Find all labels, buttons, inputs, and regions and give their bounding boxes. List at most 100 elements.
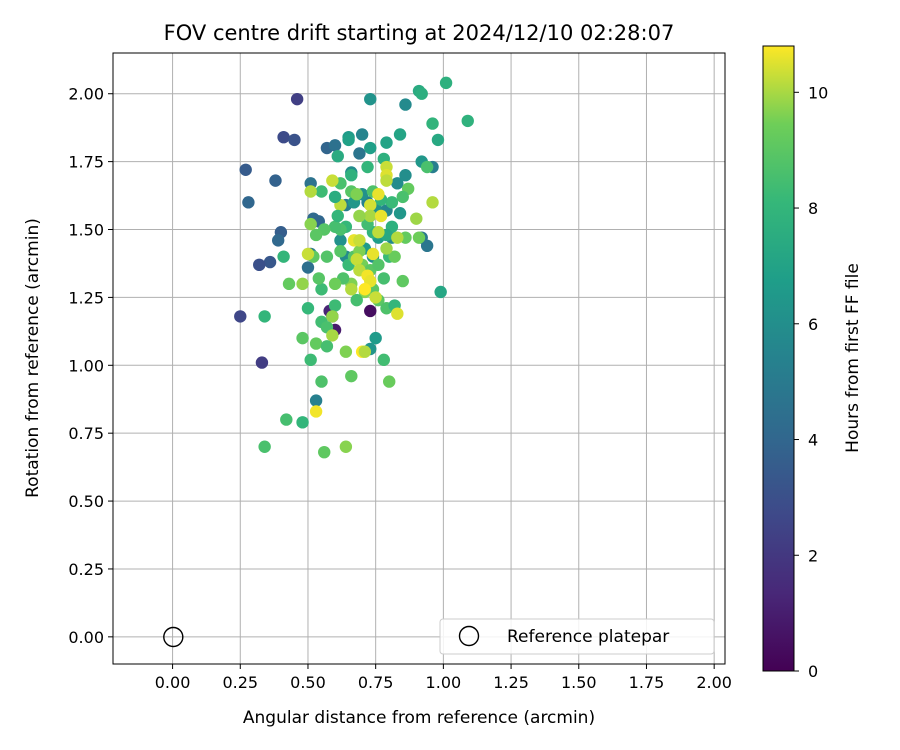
- data-point: [358, 345, 372, 358]
- data-point: [301, 302, 315, 315]
- data-point: [277, 250, 290, 263]
- data-point: [364, 92, 377, 106]
- grid-lines: [113, 53, 725, 664]
- data-point: [399, 98, 412, 111]
- y-tick-label: 1.75: [68, 153, 104, 172]
- data-point: [380, 174, 393, 187]
- colorbar-tick-label: 6: [808, 315, 818, 334]
- data-point: [255, 356, 269, 369]
- data-point: [309, 394, 323, 407]
- data-point: [380, 136, 393, 149]
- y-tick-label: 1.00: [68, 356, 104, 375]
- data-point: [377, 353, 390, 367]
- data-point: [304, 353, 317, 367]
- x-tick-label: 0.50: [290, 673, 326, 692]
- data-point: [282, 277, 296, 291]
- data-point: [263, 255, 277, 269]
- x-tick-label: 0.00: [155, 673, 191, 692]
- data-point: [410, 212, 423, 225]
- data-point: [315, 283, 328, 296]
- y-tick-label: 0.50: [68, 492, 104, 511]
- data-point: [296, 416, 309, 429]
- data-point: [339, 440, 353, 453]
- data-point: [385, 196, 399, 209]
- colorbar: 0 2 4 6 8 10 Hours from first FF file: [762, 45, 863, 681]
- data-point: [318, 445, 331, 459]
- x-tick-label: 1.50: [561, 673, 597, 692]
- data-point: [339, 345, 353, 358]
- data-point: [309, 337, 323, 350]
- legend-box: [439, 618, 715, 655]
- data-point: [380, 242, 393, 255]
- colorbar-tick-label: 2: [808, 546, 818, 565]
- data-point: [364, 141, 377, 155]
- data-point: [328, 277, 342, 291]
- data-point: [328, 220, 342, 233]
- data-point: [301, 261, 315, 274]
- data-point: [315, 375, 328, 388]
- data-point: [393, 128, 407, 141]
- data-point: [328, 190, 342, 204]
- data-point: [331, 209, 344, 223]
- legend: Reference platepar: [439, 618, 715, 655]
- data-point: [426, 117, 439, 130]
- legend-label: Reference platepar: [507, 627, 669, 647]
- data-point: [420, 239, 434, 253]
- data-point: [372, 188, 385, 201]
- data-point: [301, 247, 315, 261]
- data-point: [269, 174, 282, 187]
- x-tick-label: 0.75: [358, 673, 394, 692]
- data-point: [366, 247, 380, 261]
- colorbar-ticks: 0 2 4 6 8 10: [794, 83, 828, 681]
- colorbar-tick-label: 8: [808, 199, 818, 218]
- data-point: [420, 160, 434, 174]
- data-point: [280, 413, 293, 426]
- data-point: [383, 375, 396, 388]
- data-point: [331, 149, 344, 163]
- data-point: [271, 234, 285, 247]
- data-point: [345, 169, 358, 182]
- y-tick-label: 1.50: [68, 221, 104, 240]
- data-point: [326, 329, 339, 342]
- colorbar-tick-label: 4: [808, 431, 818, 450]
- data-point: [461, 114, 474, 128]
- y-axis-ticks: 0.00 0.25 0.50 0.75 1.00 1.25 1.50 1.75 2.00: [68, 85, 113, 647]
- data-point: [350, 188, 363, 201]
- data-point: [377, 272, 390, 285]
- data-point: [391, 177, 404, 190]
- x-axis-label: Angular distance from reference (arcmin): [243, 708, 595, 728]
- y-tick-label: 0.75: [68, 424, 104, 443]
- y-tick-label: 1.25: [68, 288, 104, 307]
- x-axis-ticks: 0.00 0.25 0.50 0.75 1.00 1.25 1.50 1.75 2.00: [155, 664, 732, 692]
- data-point: [320, 250, 334, 263]
- data-point: [361, 160, 374, 174]
- data-point: [439, 76, 453, 90]
- data-point: [388, 250, 401, 263]
- data-point: [326, 174, 339, 187]
- data-point: [399, 169, 412, 182]
- data-point: [326, 310, 339, 323]
- data-point: [315, 185, 328, 198]
- data-point: [345, 283, 358, 296]
- data-point: [309, 405, 323, 418]
- data-point: [277, 130, 290, 144]
- data-point: [296, 331, 309, 345]
- data-point: [393, 207, 407, 220]
- data-point: [358, 283, 372, 296]
- data-point: [434, 285, 447, 299]
- y-tick-label: 0.00: [68, 628, 104, 647]
- data-point: [334, 234, 347, 247]
- plot-frame: [112, 52, 726, 665]
- data-point: [258, 440, 271, 453]
- data-point: [239, 163, 252, 176]
- data-point: [334, 245, 347, 258]
- x-tick-label: 2.00: [696, 673, 732, 692]
- chart-title: FOV centre drift starting at 2024/12/10 …: [164, 21, 675, 45]
- data-point: [391, 307, 404, 320]
- data-point: [364, 304, 377, 318]
- data-point: [296, 277, 309, 291]
- data-point: [364, 198, 377, 212]
- x-tick-label: 1.25: [493, 673, 529, 692]
- colorbar-label: Hours from first FF file: [843, 263, 863, 453]
- data-point: [369, 291, 382, 304]
